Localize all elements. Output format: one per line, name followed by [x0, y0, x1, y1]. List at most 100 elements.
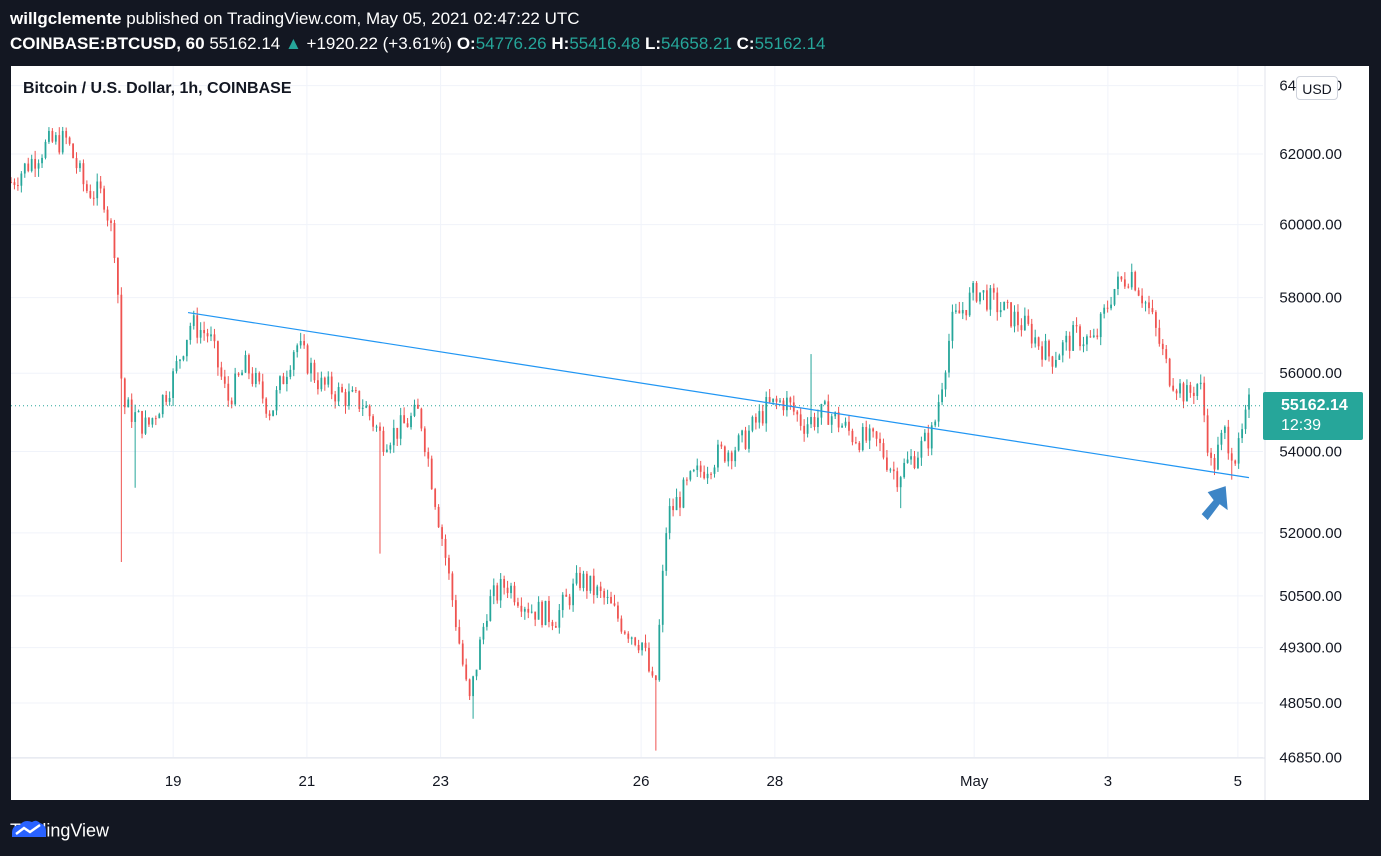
- candle-body: [617, 605, 619, 619]
- price-axis-label: 48050.00: [1279, 695, 1342, 712]
- candle-body: [685, 479, 688, 481]
- candle-body: [382, 430, 385, 452]
- candle-body: [937, 402, 940, 422]
- candle-body: [482, 626, 485, 640]
- candle-body: [148, 417, 150, 425]
- candle-body: [585, 573, 588, 591]
- candle-body: [172, 371, 174, 398]
- candle-body: [603, 590, 606, 598]
- candle-body: [827, 401, 830, 425]
- candle-body: [82, 163, 85, 185]
- candle-body: [965, 310, 968, 316]
- candle-body: [661, 570, 664, 625]
- candle-body: [199, 330, 202, 338]
- candle-body: [141, 411, 143, 434]
- footer-brand[interactable]: TradingView: [10, 817, 109, 841]
- candle-body: [930, 425, 933, 449]
- candle-body: [513, 585, 516, 603]
- candle-body: [296, 345, 299, 353]
- candle-body: [379, 426, 381, 431]
- candle-body: [944, 372, 947, 390]
- candle-body: [330, 376, 333, 395]
- candle-body: [806, 424, 809, 434]
- candle-body: [192, 315, 195, 326]
- candle-body: [444, 538, 447, 558]
- candle-body: [454, 600, 457, 628]
- candlestick-chart[interactable]: 64000.0062000.0060000.0058000.0056000.00…: [11, 66, 1369, 800]
- candle-body: [665, 533, 668, 571]
- candle-body: [644, 642, 647, 648]
- candle-body: [89, 190, 92, 198]
- candle-body: [1151, 308, 1154, 313]
- candle-body: [123, 378, 126, 408]
- author-name[interactable]: willgclemente: [10, 9, 122, 28]
- candle-body: [1154, 312, 1157, 328]
- candle-body: [1203, 382, 1206, 416]
- high-value: 55416.48: [569, 34, 641, 53]
- candle-body: [327, 376, 330, 385]
- candle-body: [375, 426, 378, 428]
- candle-body: [248, 355, 250, 374]
- candle-body: [872, 428, 875, 432]
- candle-body: [268, 413, 271, 416]
- candle-body: [99, 181, 102, 189]
- pane-title: Bitcoin / U.S. Dollar, 1h, COINBASE: [23, 80, 292, 97]
- candle-body: [979, 292, 981, 302]
- candle-body: [1130, 271, 1133, 288]
- candle-body: [1082, 344, 1085, 347]
- candle-body: [648, 647, 650, 672]
- candle-body: [341, 387, 343, 393]
- candle-body: [717, 444, 719, 468]
- candle-body: [865, 426, 868, 441]
- candle-body: [1199, 382, 1202, 385]
- candle-body: [986, 290, 988, 310]
- candle-body: [58, 135, 61, 153]
- candle-body: [910, 456, 912, 460]
- candle-body: [768, 397, 771, 403]
- candle-body: [1051, 356, 1054, 367]
- candle-body: [558, 610, 561, 628]
- up-arrow-annotation-icon[interactable]: [1201, 486, 1228, 521]
- chart-frame[interactable]: 64000.0062000.0060000.0058000.0056000.00…: [10, 65, 1370, 801]
- candle-body: [1220, 432, 1223, 445]
- candle-body: [1020, 325, 1023, 331]
- candle-body: [1072, 325, 1075, 351]
- candle-body: [565, 594, 568, 597]
- candle-body: [830, 416, 833, 425]
- candle-body: [496, 585, 499, 601]
- candle-body: [1179, 383, 1181, 394]
- candle-body: [365, 405, 368, 408]
- candle-body: [499, 578, 502, 601]
- time-axis-label: 23: [432, 773, 449, 790]
- currency-button[interactable]: USD: [1296, 76, 1338, 100]
- candle-body: [730, 452, 733, 462]
- candle-body: [906, 459, 909, 463]
- candles: [11, 126, 1250, 751]
- candle-body: [530, 611, 533, 613]
- candle-body: [313, 362, 316, 381]
- candle-body: [230, 400, 233, 405]
- candle-body: [1086, 336, 1088, 345]
- candle-body: [392, 427, 395, 446]
- candle-body: [613, 603, 616, 606]
- candle-body: [1003, 301, 1006, 311]
- candle-body: [306, 345, 309, 374]
- candle-body: [151, 418, 154, 425]
- candle-body: [461, 643, 464, 665]
- candle-body: [548, 600, 550, 623]
- candle-body: [503, 578, 506, 588]
- candle-body: [196, 315, 199, 338]
- candle-body: [541, 601, 543, 626]
- candle-body: [275, 390, 278, 411]
- candle-body: [675, 497, 678, 511]
- candle-body: [992, 288, 995, 293]
- candle-body: [999, 310, 1002, 313]
- time-axis-label: 21: [299, 773, 316, 790]
- candle-body: [1006, 301, 1009, 303]
- candle-body: [251, 373, 254, 384]
- trendline[interactable]: [187, 311, 1250, 479]
- candle-body: [485, 620, 488, 627]
- candle-body: [851, 430, 854, 443]
- candle-body: [854, 442, 857, 444]
- candle-body: [961, 310, 964, 314]
